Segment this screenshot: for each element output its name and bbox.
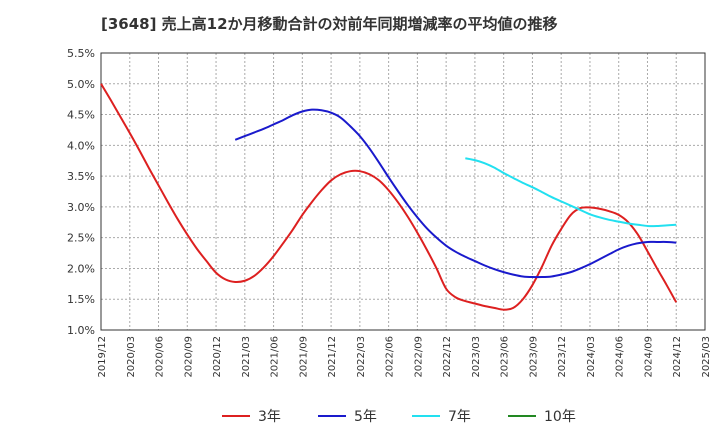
y-tick-label: 2.0% [67,262,95,275]
legend-item: 3年 [222,404,281,428]
legend-item: 10年 [508,404,576,428]
x-tick-label: 2022/03 [356,336,367,378]
chart-title: [3648] 売上高12か月移動合計の対前年同期増減率の平均値の推移 [101,15,558,33]
y-tick-label: 2.5% [67,232,95,245]
x-tick-label: 2023/06 [500,336,511,378]
x-tick-label: 2024/09 [643,336,654,378]
x-tick-label: 2021/09 [298,336,309,378]
y-axis-ticks: 1.0% 1.5% 2.0% 2.5% 3.0% 3.5% 4.0% 4.5% 5.0% 5.5% [67,47,95,337]
legend-swatch [222,415,250,417]
legend-label: 3年 [258,409,281,425]
x-tick-label: 2023/03 [471,336,482,378]
series-line-7年 [465,157,677,228]
x-tick-label: 2024/12 [672,336,683,378]
legend-label: 5年 [354,409,377,425]
legend-swatch [318,415,346,417]
legend-item: 5年 [318,404,377,428]
legend-swatch [412,415,440,417]
y-tick-label: 5.0% [67,78,95,91]
x-tick-label: 2020/03 [126,336,137,378]
x-axis-ticks: 2019/12 2020/03 2020/06 2020/09 2020/12 2021/… [97,336,712,378]
x-tick-label: 2022/06 [385,336,396,378]
y-tick-label: 1.5% [67,293,95,306]
x-tick-label: 2021/06 [270,336,281,378]
y-tick-label: 3.0% [67,201,95,214]
y-tick-label: 4.5% [67,109,95,122]
x-tick-label: 2023/09 [528,336,539,378]
x-tick-label: 2024/06 [615,336,626,378]
x-tick-label: 2022/09 [413,336,424,378]
x-tick-label: 2023/12 [557,336,568,378]
series-line-5年 [234,108,677,279]
y-tick-label: 1.0% [67,324,95,337]
legend-label: 7年 [448,409,471,425]
y-tick-label: 4.0% [67,139,95,152]
legend-swatch [508,415,536,417]
legend-label: 10年 [544,409,576,425]
series-line-3年 [100,83,678,311]
x-tick-label: 2019/12 [97,336,108,378]
y-tick-label: 3.5% [67,170,95,183]
x-tick-label: 2022/12 [442,336,453,378]
x-tick-label: 2025/03 [701,336,712,378]
grid-layer [100,52,706,331]
x-tick-label: 2020/06 [155,336,166,378]
plot-area-frame [100,52,706,331]
x-tick-label: 2021/03 [241,336,252,378]
x-tick-label: 2024/03 [586,336,597,378]
series-layer [100,83,678,311]
legend-item: 7年 [412,404,471,428]
legend: 3年 5年 7年 10年 [0,404,720,428]
y-tick-label: 5.5% [67,47,95,60]
line-chart: 1.0% 1.5% 2.0% 2.5% 3.0% 3.5% 4.0% 4.5% 5.0% 5.5%… [67,47,712,378]
x-tick-label: 2021/12 [327,336,338,378]
x-tick-label: 2020/12 [212,336,223,378]
x-tick-label: 2020/09 [183,336,194,378]
